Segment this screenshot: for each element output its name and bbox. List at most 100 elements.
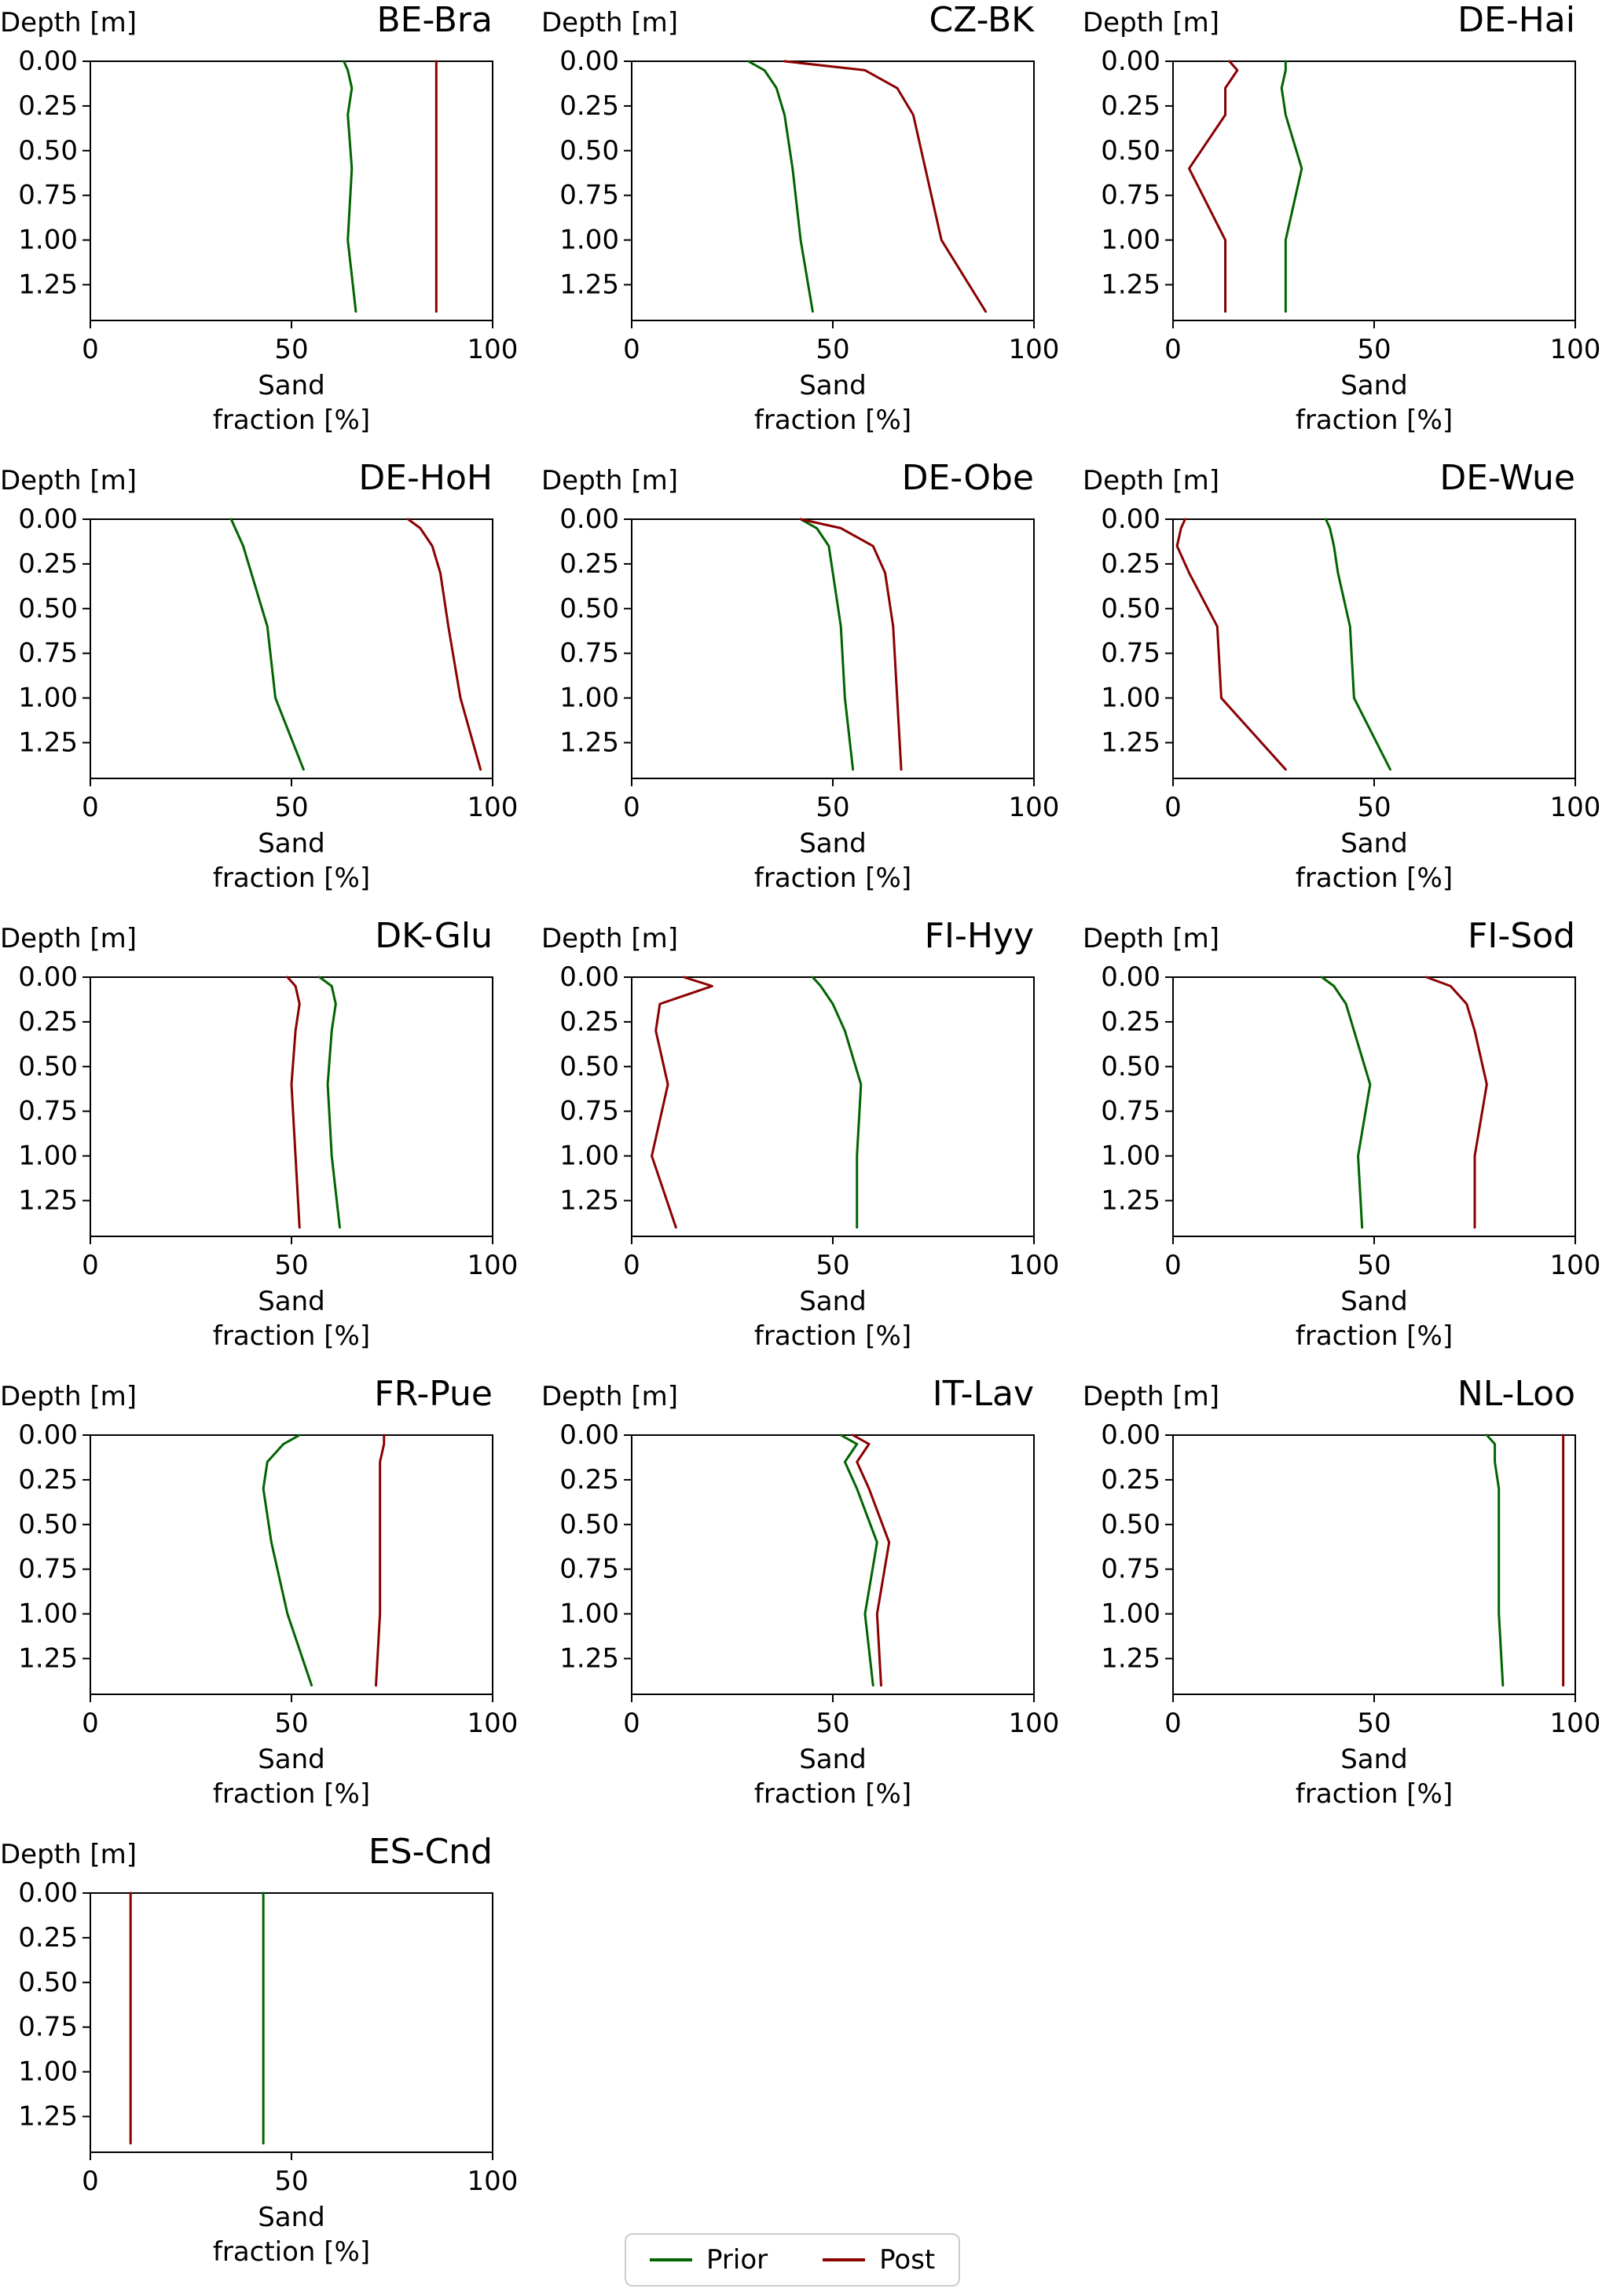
y-tick-label: 0.00 bbox=[1101, 46, 1160, 77]
x-axis-label-line1: Sand bbox=[1340, 370, 1408, 401]
subplot-cz-bk: Depth [m] CZ-BK 0.00 0.25 0.50 0.75 1.00 1.25 0 5… bbox=[541, 0, 1083, 458]
x-tick-label: 50 bbox=[274, 1708, 308, 1739]
y-tick-label: 0.50 bbox=[1101, 593, 1160, 624]
series-prior-line bbox=[1325, 518, 1391, 771]
subplot-header: Depth [m] FR-Pue bbox=[0, 1374, 541, 1416]
y-tick-label: 1.00 bbox=[559, 683, 619, 714]
x-axis-label-line2: fraction [%] bbox=[1295, 1320, 1454, 1352]
y-tick-label: 0.75 bbox=[1101, 180, 1160, 211]
subplot-header: Depth [m] NL-Loo bbox=[1083, 1374, 1624, 1416]
y-axis-label: Depth [m] bbox=[541, 923, 679, 954]
series-prior-line bbox=[1485, 1434, 1505, 1687]
x-tick-label: 100 bbox=[1009, 1250, 1060, 1281]
x-tick-label: 50 bbox=[274, 334, 308, 365]
x-axis-label: Sand fraction [%] bbox=[90, 1743, 493, 1811]
y-tick-label: 1.25 bbox=[1101, 727, 1160, 758]
y-tick-label: 1.25 bbox=[18, 1185, 78, 1216]
subplot-fi-hyy: Depth [m] FI-Hyy 0.00 0.25 0.50 0.75 1.00 1.25 0… bbox=[541, 916, 1083, 1374]
y-tick-label: 0.50 bbox=[18, 1051, 78, 1082]
x-tick-label: 50 bbox=[1357, 1250, 1391, 1281]
x-axis-label-line1: Sand bbox=[258, 1286, 325, 1317]
x-tick-label: 50 bbox=[1357, 792, 1391, 823]
y-tick-label: 1.00 bbox=[18, 1598, 78, 1630]
x-axis-label: Sand fraction [%] bbox=[632, 1743, 1034, 1811]
x-axis-label-line2: fraction [%] bbox=[212, 1320, 371, 1352]
y-tick-label: 0.75 bbox=[18, 180, 78, 211]
plot-border bbox=[631, 60, 1035, 321]
y-tick-label: 0.00 bbox=[559, 46, 619, 77]
x-axis-label: Sand fraction [%] bbox=[1173, 1285, 1575, 1353]
subplot-title: DE-Obe bbox=[901, 458, 1034, 498]
y-tick-label: 0.50 bbox=[18, 135, 78, 167]
y-tick-label: 0.75 bbox=[559, 1554, 619, 1585]
y-tick-label: 0.00 bbox=[18, 961, 78, 993]
x-axis-label-line1: Sand bbox=[258, 370, 325, 401]
series-post-line bbox=[1175, 518, 1287, 771]
x-axis-label-line1: Sand bbox=[799, 1286, 867, 1317]
x-axis-label-line1: Sand bbox=[1340, 1744, 1408, 1775]
y-tick-label: 1.25 bbox=[559, 727, 619, 758]
y-tick-label: 0.00 bbox=[1101, 504, 1160, 535]
y-axis-label: Depth [m] bbox=[1083, 7, 1220, 38]
x-axis-label: Sand fraction [%] bbox=[1173, 1743, 1575, 1811]
x-axis-label: Sand fraction [%] bbox=[90, 2201, 493, 2269]
subplot-be-bra: Depth [m] BE-Bra 0.00 0.25 0.50 0.75 1.00 1.25 0… bbox=[0, 0, 541, 458]
x-tick-label: 0 bbox=[623, 1250, 640, 1281]
y-tick-label: 1.25 bbox=[559, 1185, 619, 1216]
x-tick-label: 100 bbox=[1550, 1708, 1601, 1739]
subplot-title: BE-Bra bbox=[376, 0, 493, 40]
x-tick-label: 0 bbox=[82, 1250, 99, 1281]
x-tick-label: 0 bbox=[82, 2166, 99, 2197]
y-tick-label: 0.75 bbox=[1101, 1554, 1160, 1585]
plot-border bbox=[90, 1434, 493, 1695]
y-tick-label: 0.75 bbox=[1101, 638, 1160, 669]
x-axis-label: Sand fraction [%] bbox=[632, 1285, 1034, 1353]
y-axis-label: Depth [m] bbox=[541, 1381, 679, 1412]
y-tick-label: 1.00 bbox=[18, 225, 78, 256]
x-axis-label: Sand fraction [%] bbox=[90, 1285, 493, 1353]
series-prior-line bbox=[1280, 60, 1303, 313]
x-axis-label-line1: Sand bbox=[1340, 1286, 1408, 1317]
x-tick-label: 100 bbox=[1009, 792, 1060, 823]
x-tick-label: 100 bbox=[1009, 1708, 1060, 1739]
y-tick-label: 1.25 bbox=[18, 269, 78, 300]
y-tick-label: 0.50 bbox=[559, 593, 619, 624]
x-tick-label: 50 bbox=[816, 334, 849, 365]
x-axis-label-line1: Sand bbox=[799, 828, 867, 859]
y-tick-label: 0.50 bbox=[1101, 1509, 1160, 1540]
x-axis-label-line2: fraction [%] bbox=[1295, 862, 1454, 894]
series-prior-line bbox=[318, 976, 341, 1229]
series-prior-line bbox=[746, 60, 814, 313]
y-tick-label: 0.75 bbox=[18, 638, 78, 669]
y-tick-label: 0.00 bbox=[18, 46, 78, 77]
subplot-header: Depth [m] FI-Hyy bbox=[541, 916, 1083, 958]
x-tick-label: 0 bbox=[1164, 334, 1182, 365]
y-tick-label: 0.50 bbox=[1101, 1051, 1160, 1082]
x-axis-label: Sand fraction [%] bbox=[90, 827, 493, 895]
x-axis-label: Sand fraction [%] bbox=[1173, 369, 1575, 438]
subplot-header: Depth [m] ES-Cnd bbox=[0, 1832, 541, 1874]
prior-line-sample bbox=[650, 2258, 692, 2261]
subplot-header: Depth [m] DE-Wue bbox=[1083, 458, 1624, 500]
subplot-title: DE-Wue bbox=[1439, 458, 1575, 498]
x-tick-label: 100 bbox=[1550, 334, 1601, 365]
x-axis-label-line1: Sand bbox=[258, 1744, 325, 1775]
subplot-title: NL-Loo bbox=[1457, 1374, 1575, 1414]
y-tick-label: 0.25 bbox=[1101, 90, 1160, 122]
y-tick-label: 0.00 bbox=[18, 504, 78, 535]
y-tick-label: 1.25 bbox=[18, 2100, 78, 2132]
x-tick-label: 0 bbox=[1164, 792, 1182, 823]
y-tick-label: 0.00 bbox=[18, 1419, 78, 1451]
subplot-title: ES-Cnd bbox=[368, 1832, 493, 1872]
subplot-fr-pue: Depth [m] FR-Pue 0.00 0.25 0.50 0.75 1.00 1.25 0… bbox=[0, 1374, 541, 1832]
y-tick-label: 0.50 bbox=[559, 1509, 619, 1540]
y-tick-label: 0.25 bbox=[1101, 1006, 1160, 1038]
y-tick-label: 0.00 bbox=[18, 1877, 78, 1909]
y-axis-label: Depth [m] bbox=[541, 7, 679, 38]
x-tick-label: 100 bbox=[467, 792, 519, 823]
y-tick-label: 0.00 bbox=[1101, 1419, 1160, 1451]
subplot-title: DE-Hai bbox=[1457, 0, 1575, 40]
subplot-title: FI-Hyy bbox=[924, 916, 1034, 956]
subplot-de-wue: Depth [m] DE-Wue 0.00 0.25 0.50 0.75 1.00 1.25 0… bbox=[1083, 458, 1624, 916]
